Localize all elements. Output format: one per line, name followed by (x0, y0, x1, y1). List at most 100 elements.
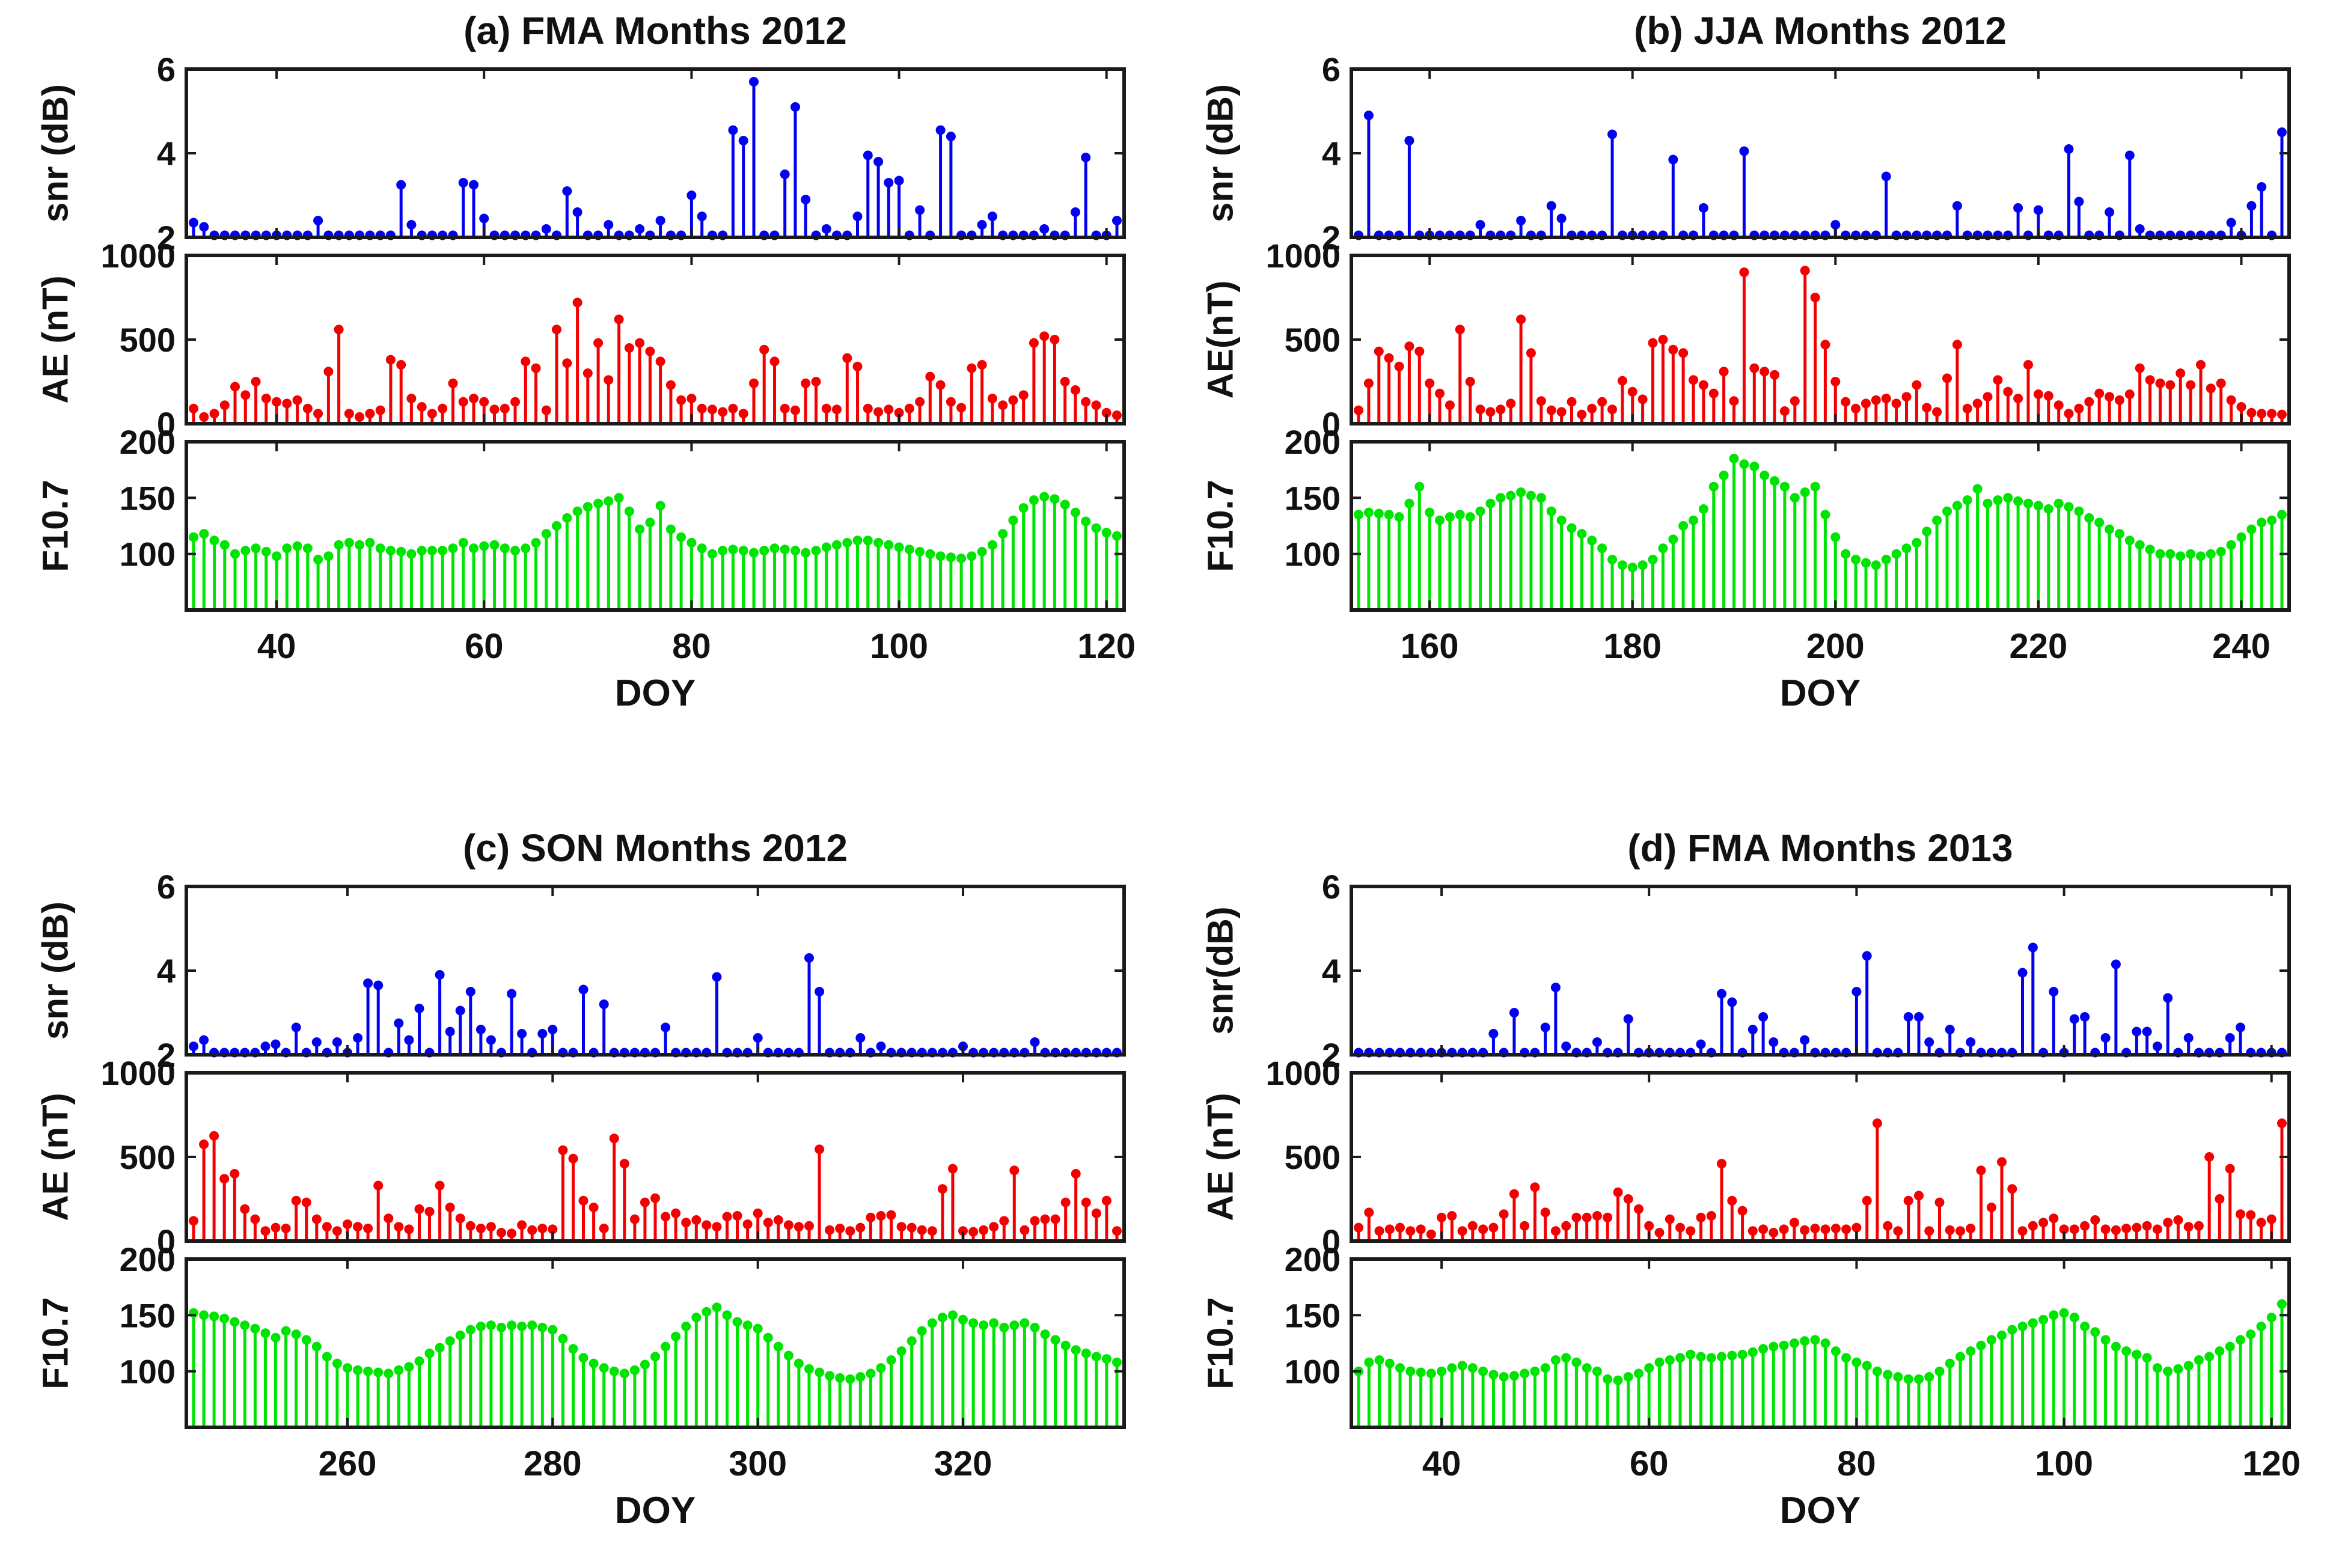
svg-text:4: 4 (157, 135, 176, 172)
y-axis-label-snr-c: snr (dB) (35, 901, 76, 1040)
ae-series (189, 1131, 1122, 1240)
y-axis-label-ae-b: AE(nT) (1200, 280, 1241, 399)
axis-ticks (186, 1258, 1124, 1427)
svg-text:150: 150 (1285, 1296, 1341, 1334)
svg-text:200: 200 (120, 423, 176, 461)
y-tick-labels: 100 150 200 (1285, 1240, 1341, 1391)
axes-frame (1350, 254, 2291, 426)
y-axis-label-f107-d: F10.7 (1200, 1297, 1241, 1390)
y-axis-label-ae-d: AE (nT) (1200, 1093, 1241, 1221)
svg-text:1000: 1000 (1265, 237, 1341, 275)
svg-text:100: 100 (870, 627, 928, 666)
axis-ticks (186, 441, 1124, 610)
svg-text:150: 150 (1285, 479, 1341, 517)
axis-ticks (1351, 1072, 2289, 1242)
svg-text:1000: 1000 (100, 237, 176, 275)
y-axis-label-ae-c: AE (nT) (35, 1093, 76, 1221)
svg-text:200: 200 (1806, 627, 1865, 666)
y-tick-labels: 100 150 200 (120, 1240, 176, 1391)
svg-text:280: 280 (524, 1444, 582, 1483)
y-axis-label-ae-a: AE (nT) (35, 275, 76, 404)
axes-frame (185, 1257, 1126, 1429)
x-tick-labels: 160 180 200 220 240 (1401, 627, 2270, 666)
svg-text:100: 100 (2035, 1444, 2093, 1483)
y-axis-label-snr-b: snr (dB) (1200, 84, 1241, 222)
svg-text:100: 100 (1285, 535, 1341, 573)
axis-ticks (186, 885, 1124, 1056)
svg-text:60: 60 (1630, 1444, 1669, 1483)
axes-frame (185, 885, 1126, 1057)
svg-text:220: 220 (2010, 627, 2068, 666)
ae-series (1354, 266, 2287, 423)
svg-text:500: 500 (120, 1138, 176, 1176)
svg-text:6: 6 (1322, 50, 1341, 88)
y-axis-label-snr-a: snr (dB) (35, 84, 76, 222)
svg-text:4: 4 (1322, 952, 1341, 990)
svg-text:150: 150 (120, 479, 176, 517)
y-tick-labels: 2 4 6 (1322, 868, 1341, 1074)
axes-frame (1350, 67, 2291, 239)
axis-ticks (1351, 1258, 2289, 1427)
y-tick-labels: 2 4 6 (157, 50, 176, 257)
svg-text:180: 180 (1603, 627, 1662, 666)
panel-c: 2 4 6 0 500 1000 100 150 200 260 280 300 320 (c) SON… (0, 817, 1165, 1568)
y-axis-label-f107-a: F10.7 (35, 480, 76, 572)
x-axis-label-d: DOY (1779, 1490, 1861, 1531)
axes-frame (1350, 440, 2291, 612)
svg-text:80: 80 (1837, 1444, 1876, 1483)
svg-text:0: 0 (157, 405, 176, 443)
svg-text:200: 200 (120, 1240, 176, 1278)
plot-canvas-b: 2 4 6 0 500 1000 100 150 200 160 180 200 220 240 (1265, 50, 2291, 666)
f107-series (189, 1302, 1122, 1427)
svg-text:6: 6 (157, 50, 176, 88)
axes-frame (185, 440, 1126, 612)
svg-text:260: 260 (319, 1444, 377, 1483)
ae-series (189, 297, 1122, 423)
y-tick-labels: 2 4 6 (157, 868, 176, 1074)
panel-d: 2 4 6 0 500 1000 100 150 200 40 60 80 100 120 (d) FMA… (1165, 817, 2330, 1568)
svg-text:160: 160 (1401, 627, 1459, 666)
axis-ticks (186, 68, 1124, 239)
panel-d-title: (d) FMA Months 2013 (1627, 826, 2013, 870)
axes-frame (1350, 1257, 2291, 1429)
svg-text:100: 100 (120, 535, 176, 573)
x-axis-label-b: DOY (1779, 673, 1861, 714)
panel-a-title: (a) FMA Months 2012 (463, 9, 847, 52)
svg-text:0: 0 (1322, 405, 1341, 443)
svg-text:6: 6 (1322, 868, 1341, 906)
svg-text:0: 0 (1322, 1222, 1341, 1260)
axis-ticks (186, 1072, 1124, 1242)
y-axis-label-f107-b: F10.7 (1200, 480, 1241, 572)
svg-text:100: 100 (1285, 1353, 1341, 1391)
y-tick-labels: 100 150 200 (120, 423, 176, 573)
svg-text:80: 80 (672, 627, 711, 666)
f107-series (1354, 454, 2287, 609)
y-tick-labels: 100 150 200 (1285, 423, 1341, 573)
axis-ticks (1351, 254, 2289, 425)
y-tick-labels: 0 500 1000 (100, 237, 176, 443)
y-tick-labels: 2 4 6 (1322, 50, 1341, 257)
svg-text:4: 4 (1322, 135, 1341, 172)
svg-text:2: 2 (157, 219, 176, 257)
snr-series (1354, 942, 2287, 1058)
svg-text:40: 40 (1422, 1444, 1461, 1483)
svg-text:2: 2 (1322, 1036, 1341, 1074)
f107-series (189, 492, 1122, 609)
svg-text:300: 300 (729, 1444, 787, 1483)
svg-text:320: 320 (934, 1444, 992, 1483)
svg-text:500: 500 (120, 321, 176, 359)
svg-text:100: 100 (120, 1353, 176, 1391)
axis-ticks (1351, 441, 2289, 610)
svg-text:500: 500 (1285, 1138, 1341, 1176)
snr-series (189, 953, 1122, 1058)
svg-text:1000: 1000 (100, 1054, 176, 1092)
axes-frame (1350, 1071, 2291, 1243)
y-tick-labels: 0 500 1000 (1265, 237, 1341, 443)
panel-b-title: (b) JJA Months 2012 (1634, 9, 2007, 52)
x-axis-label-c: DOY (614, 1490, 696, 1531)
axis-ticks (1351, 68, 2289, 239)
y-tick-labels: 0 500 1000 (1265, 1054, 1341, 1260)
